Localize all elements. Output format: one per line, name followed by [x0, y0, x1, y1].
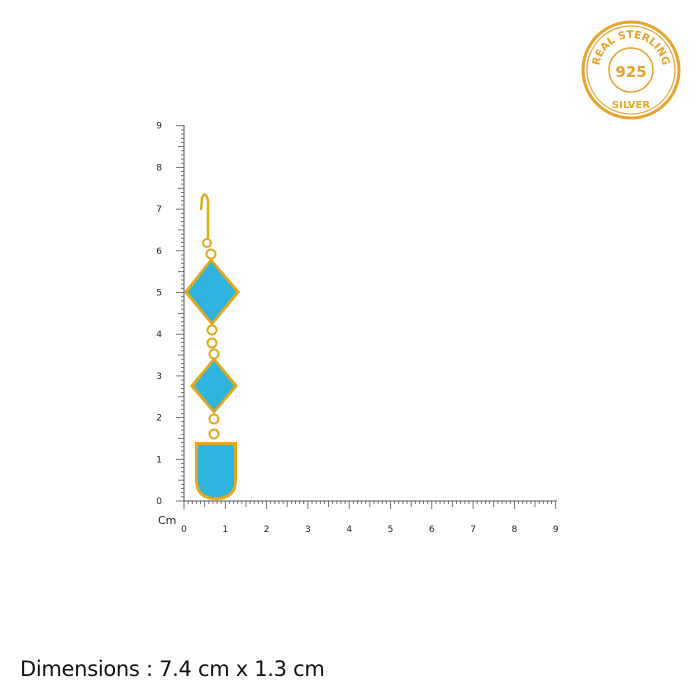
x-tick-label: 9 [553, 525, 559, 535]
y-tick-label: 7 [156, 205, 162, 215]
unit-label: Cm [158, 514, 176, 527]
earring [184, 193, 240, 500]
y-tick-label: 2 [156, 414, 162, 424]
sterling-silver-badge: REAL STERLING 925 SILVER [581, 20, 681, 120]
x-tick-label: 5 [388, 525, 394, 535]
ruler: 0 1 2 3 4 5 6 7 8 9 0 1 2 3 4 5 6 7 8 9 Cm [156, 122, 559, 535]
y-tick-label: 5 [156, 289, 162, 299]
x-tick-label: 4 [346, 525, 352, 535]
y-tick-label: 3 [156, 372, 162, 382]
x-tick-label: 6 [429, 525, 435, 535]
y-tick-label: 1 [156, 455, 162, 465]
y-tick-label: 0 [156, 497, 162, 507]
x-tick-label: 0 [181, 525, 187, 535]
badge-bottom-text: SILVER [612, 100, 650, 111]
y-tick-label: 4 [156, 330, 162, 340]
badge-center-text: 925 [615, 63, 646, 81]
x-tick-label: 2 [264, 525, 270, 535]
x-tick-label: 8 [512, 525, 518, 535]
y-tick-label: 9 [156, 122, 162, 132]
y-tick-label: 6 [156, 247, 162, 257]
x-tick-label: 7 [470, 525, 476, 535]
x-tick-label: 3 [305, 525, 311, 535]
y-tick-label: 8 [156, 163, 162, 173]
x-tick-label: 1 [222, 525, 228, 535]
dimensions-text: Dimensions : 7.4 cm x 1.3 cm [20, 657, 325, 681]
